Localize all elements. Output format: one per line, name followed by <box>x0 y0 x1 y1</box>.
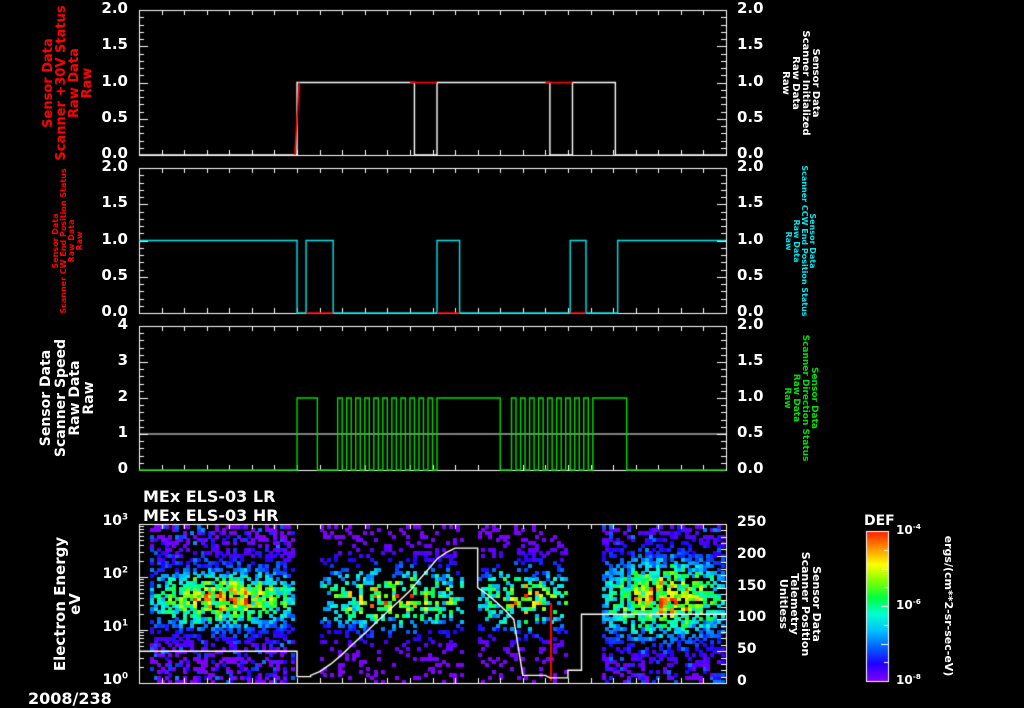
plot-window: Sensor Data Scanner +30V Status Raw Data Ra… <box>0 0 1024 708</box>
summary-plot-canvas <box>0 0 1024 708</box>
